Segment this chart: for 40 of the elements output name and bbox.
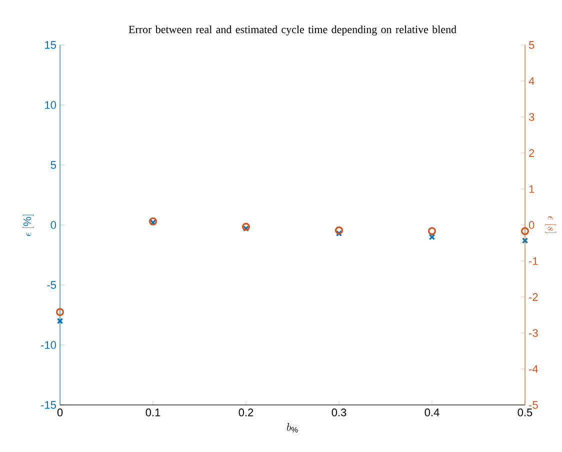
point: [242, 222, 250, 231]
chart-title: Error between real and estimated cycle time depending on relative blend: [128, 25, 456, 36]
y-tick-label: -15: [41, 401, 56, 409]
y-axis-title: $\epsilon\ [\%]$: [22, 214, 34, 236]
y-tick-label: 5: [50, 161, 56, 169]
point: [522, 238, 528, 244]
point: [150, 220, 156, 226]
y2-tick-label: 3: [528, 113, 534, 121]
point: [56, 318, 64, 324]
point: [520, 227, 529, 236]
point: [336, 230, 342, 236]
y2-tick-label: -2: [529, 293, 538, 301]
y2-tick-label: 2: [529, 149, 534, 157]
y2-tick-label: -5: [529, 401, 538, 409]
y2-tick-label: -1: [529, 257, 538, 265]
y2-tick-label: -4: [529, 365, 538, 373]
point: [149, 217, 158, 226]
y-tick-label: 10: [45, 101, 56, 109]
y2-tick-label: 5: [528, 41, 534, 49]
x-tick-label: 0.2: [238, 408, 254, 416]
point: [242, 226, 250, 232]
point: [335, 226, 343, 234]
x-axis-title: $b_{\%}$: [286, 423, 298, 432]
y-tick-label: 0: [50, 221, 56, 229]
y2-tick-label: 4: [528, 77, 534, 85]
y-tick-label: -10: [41, 341, 56, 349]
point: [428, 234, 436, 240]
x-tick-label: 0.1: [146, 408, 160, 416]
y2-tick-label: -3: [529, 329, 538, 337]
point: [56, 308, 64, 316]
y-tick-label: 15: [45, 41, 56, 49]
y2-axis-title: $\epsilon\ [s]$: [545, 216, 556, 233]
y-tick-label: -5: [47, 281, 56, 289]
x-tick-label: 0.4: [424, 408, 440, 416]
y2-tick-label: 0: [528, 221, 534, 229]
x-tick-label: 0.5: [518, 408, 532, 416]
x-tick-label: 0.3: [332, 408, 346, 416]
y2-tick-label: 1: [529, 185, 534, 193]
x-tick-label: 0: [57, 408, 63, 416]
point: [428, 227, 436, 236]
